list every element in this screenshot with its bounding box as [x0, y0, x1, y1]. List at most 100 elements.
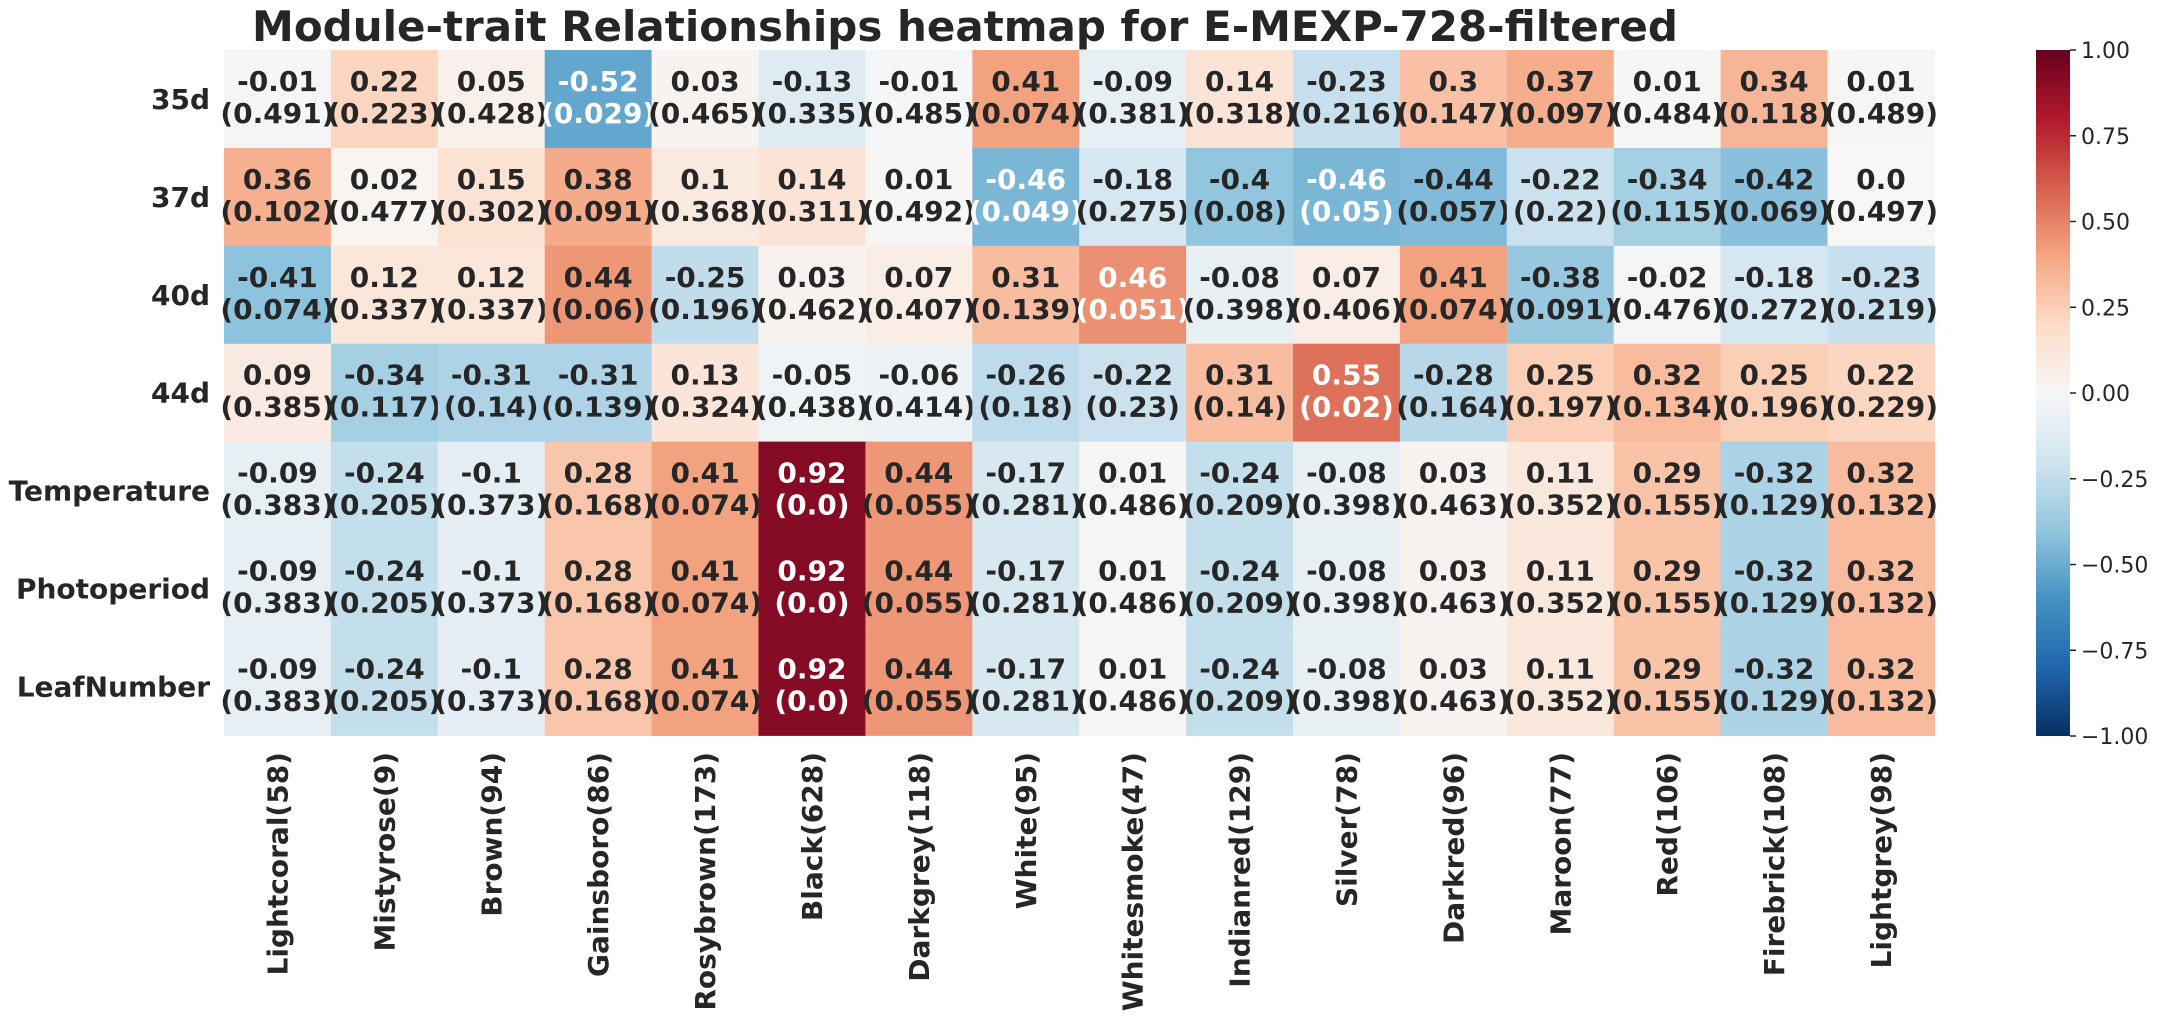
cell-pvalue-label: (0.281)	[969, 489, 1083, 522]
cell-value-label: 0.07	[1312, 261, 1381, 294]
heatmap-cell	[224, 637, 332, 736]
cell-pvalue-label: (0.398)	[1289, 587, 1403, 620]
heatmap-cell	[865, 539, 973, 638]
cell-pvalue-label: (0.0)	[774, 684, 849, 717]
cell-value-label: 0.03	[1419, 652, 1488, 685]
cell-pvalue-label: (0.129)	[1717, 489, 1831, 522]
cell-value-label: 0.03	[671, 65, 740, 98]
cell-pvalue-label: (0.049)	[969, 195, 1083, 228]
cell-value-label: 0.29	[1633, 555, 1702, 588]
heatmap-cell	[330, 441, 439, 541]
cell-value-label: -0.41	[237, 261, 318, 294]
heatmap-cell	[330, 539, 439, 638]
cell-value-label: 0.44	[564, 261, 633, 294]
heatmap-cell	[1720, 50, 1829, 149]
cell-pvalue-label: (0.352)	[1503, 684, 1617, 717]
heatmap-cell	[1827, 50, 1935, 149]
heatmap-cell	[1293, 539, 1401, 638]
colorbar-gradient	[2036, 50, 2070, 736]
heatmap-cell	[1079, 147, 1187, 247]
cell-pvalue-label: (0.497)	[1824, 195, 1938, 228]
cell-pvalue-label: (0.352)	[1503, 587, 1617, 620]
heatmap-cell	[865, 637, 973, 736]
heatmap-cell	[1506, 147, 1615, 247]
cell-pvalue-label: (0.281)	[969, 587, 1083, 620]
cell-pvalue-label: (0.115)	[1610, 195, 1724, 228]
cell-value-label: 0.32	[1846, 457, 1915, 490]
cell-pvalue-label: (0.069)	[1717, 195, 1831, 228]
cell-pvalue-label: (0.462)	[755, 293, 869, 326]
heatmap-cell	[1186, 245, 1294, 345]
cell-value-label: 0.22	[1846, 359, 1915, 392]
row-label: 44d	[151, 377, 210, 410]
cell-value-label: -0.31	[558, 359, 639, 392]
cell-value-label: -0.22	[1520, 163, 1601, 196]
cell-pvalue-label: (0.373)	[434, 489, 548, 522]
cell-pvalue-label: (0.155)	[1610, 489, 1724, 522]
cell-value-label: 0.34	[1740, 65, 1809, 98]
cell-value-label: -0.17	[985, 555, 1066, 588]
cell-pvalue-label: (0.368)	[648, 195, 762, 228]
cell-pvalue-label: (0.134)	[1610, 391, 1724, 424]
cell-value-label: -0.1	[461, 457, 522, 490]
heatmap-cell	[1186, 441, 1294, 541]
cell-value-label: 0.46	[1098, 261, 1167, 294]
heatmap-cell	[330, 50, 439, 149]
heatmap-cell	[437, 441, 546, 541]
heatmap-cell	[651, 637, 760, 736]
cell-pvalue-label: (0.383)	[220, 587, 334, 620]
cell-pvalue-label: (0.197)	[1503, 391, 1617, 424]
cell-value-label: 0.31	[1205, 359, 1274, 392]
cell-value-label: 0.32	[1846, 555, 1915, 588]
heatmap-cell	[544, 50, 653, 149]
cell-pvalue-label: (0.196)	[1717, 391, 1831, 424]
heatmap-cell	[758, 441, 866, 541]
cell-value-label: -0.24	[344, 652, 425, 685]
cell-value-label: 0.55	[1312, 359, 1381, 392]
cell-value-label: -0.08	[1306, 457, 1387, 490]
cell-value-label: -0.34	[344, 359, 425, 392]
cell-value-label: 0.44	[884, 652, 953, 685]
cell-value-label: -0.24	[1199, 457, 1280, 490]
heatmap-cell	[651, 343, 760, 443]
cell-value-label: 0.37	[1526, 65, 1595, 98]
cell-pvalue-label: (0.385)	[220, 391, 334, 424]
colorbar-tick-label: 1.00	[2081, 39, 2130, 64]
cell-value-label: 0.02	[350, 163, 419, 196]
cell-pvalue-label: (0.23)	[1085, 391, 1180, 424]
cell-value-label: -0.32	[1734, 652, 1815, 685]
cell-pvalue-label: (0.22)	[1513, 195, 1608, 228]
row-labels: 35d 37d 40d 44d Temperature Photoperiod LeafNu…	[9, 83, 211, 703]
cell-pvalue-label: (0.476)	[1610, 293, 1724, 326]
heatmap-cell	[1399, 147, 1508, 247]
heatmap-cell	[1399, 245, 1508, 345]
heatmap-cell	[437, 147, 546, 247]
cell-value-label: -0.08	[1199, 261, 1280, 294]
heatmap-cell	[1186, 50, 1294, 149]
cell-pvalue-label: (0.055)	[862, 684, 976, 717]
heatmap-cell	[1720, 539, 1829, 638]
heatmap-cell	[865, 343, 973, 443]
cell-pvalue-label: (0.337)	[327, 293, 441, 326]
colorbar-tick-label: −0.50	[2081, 554, 2148, 579]
cell-pvalue-label: (0.139)	[541, 391, 655, 424]
heatmap-cell	[1506, 441, 1615, 541]
heatmap-cell	[1399, 343, 1508, 443]
cell-value-label: 0.25	[1526, 359, 1595, 392]
cell-value-label: -0.1	[461, 652, 522, 685]
cell-value-label: 0.41	[1419, 261, 1488, 294]
cell-pvalue-label: (0.373)	[434, 587, 548, 620]
cell-pvalue-label: (0.219)	[1824, 293, 1938, 326]
cell-pvalue-label: (0.486)	[1076, 587, 1190, 620]
heatmap-cell	[758, 343, 866, 443]
cell-pvalue-label: (0.055)	[862, 489, 976, 522]
cell-value-label: -0.32	[1734, 555, 1815, 588]
heatmap-cell	[224, 343, 332, 443]
column-label: Lightgrey(98)	[1865, 752, 1898, 968]
heatmap-cell	[1506, 245, 1615, 345]
column-labels: Lightcoral(58) Mistyrose(9) Brown(94) Gains…	[261, 752, 1898, 1011]
cell-value-label: -0.38	[1520, 261, 1601, 294]
heatmap-cell	[330, 343, 439, 443]
cell-pvalue-label: (0.302)	[434, 195, 548, 228]
cell-value-label: -0.24	[1199, 555, 1280, 588]
